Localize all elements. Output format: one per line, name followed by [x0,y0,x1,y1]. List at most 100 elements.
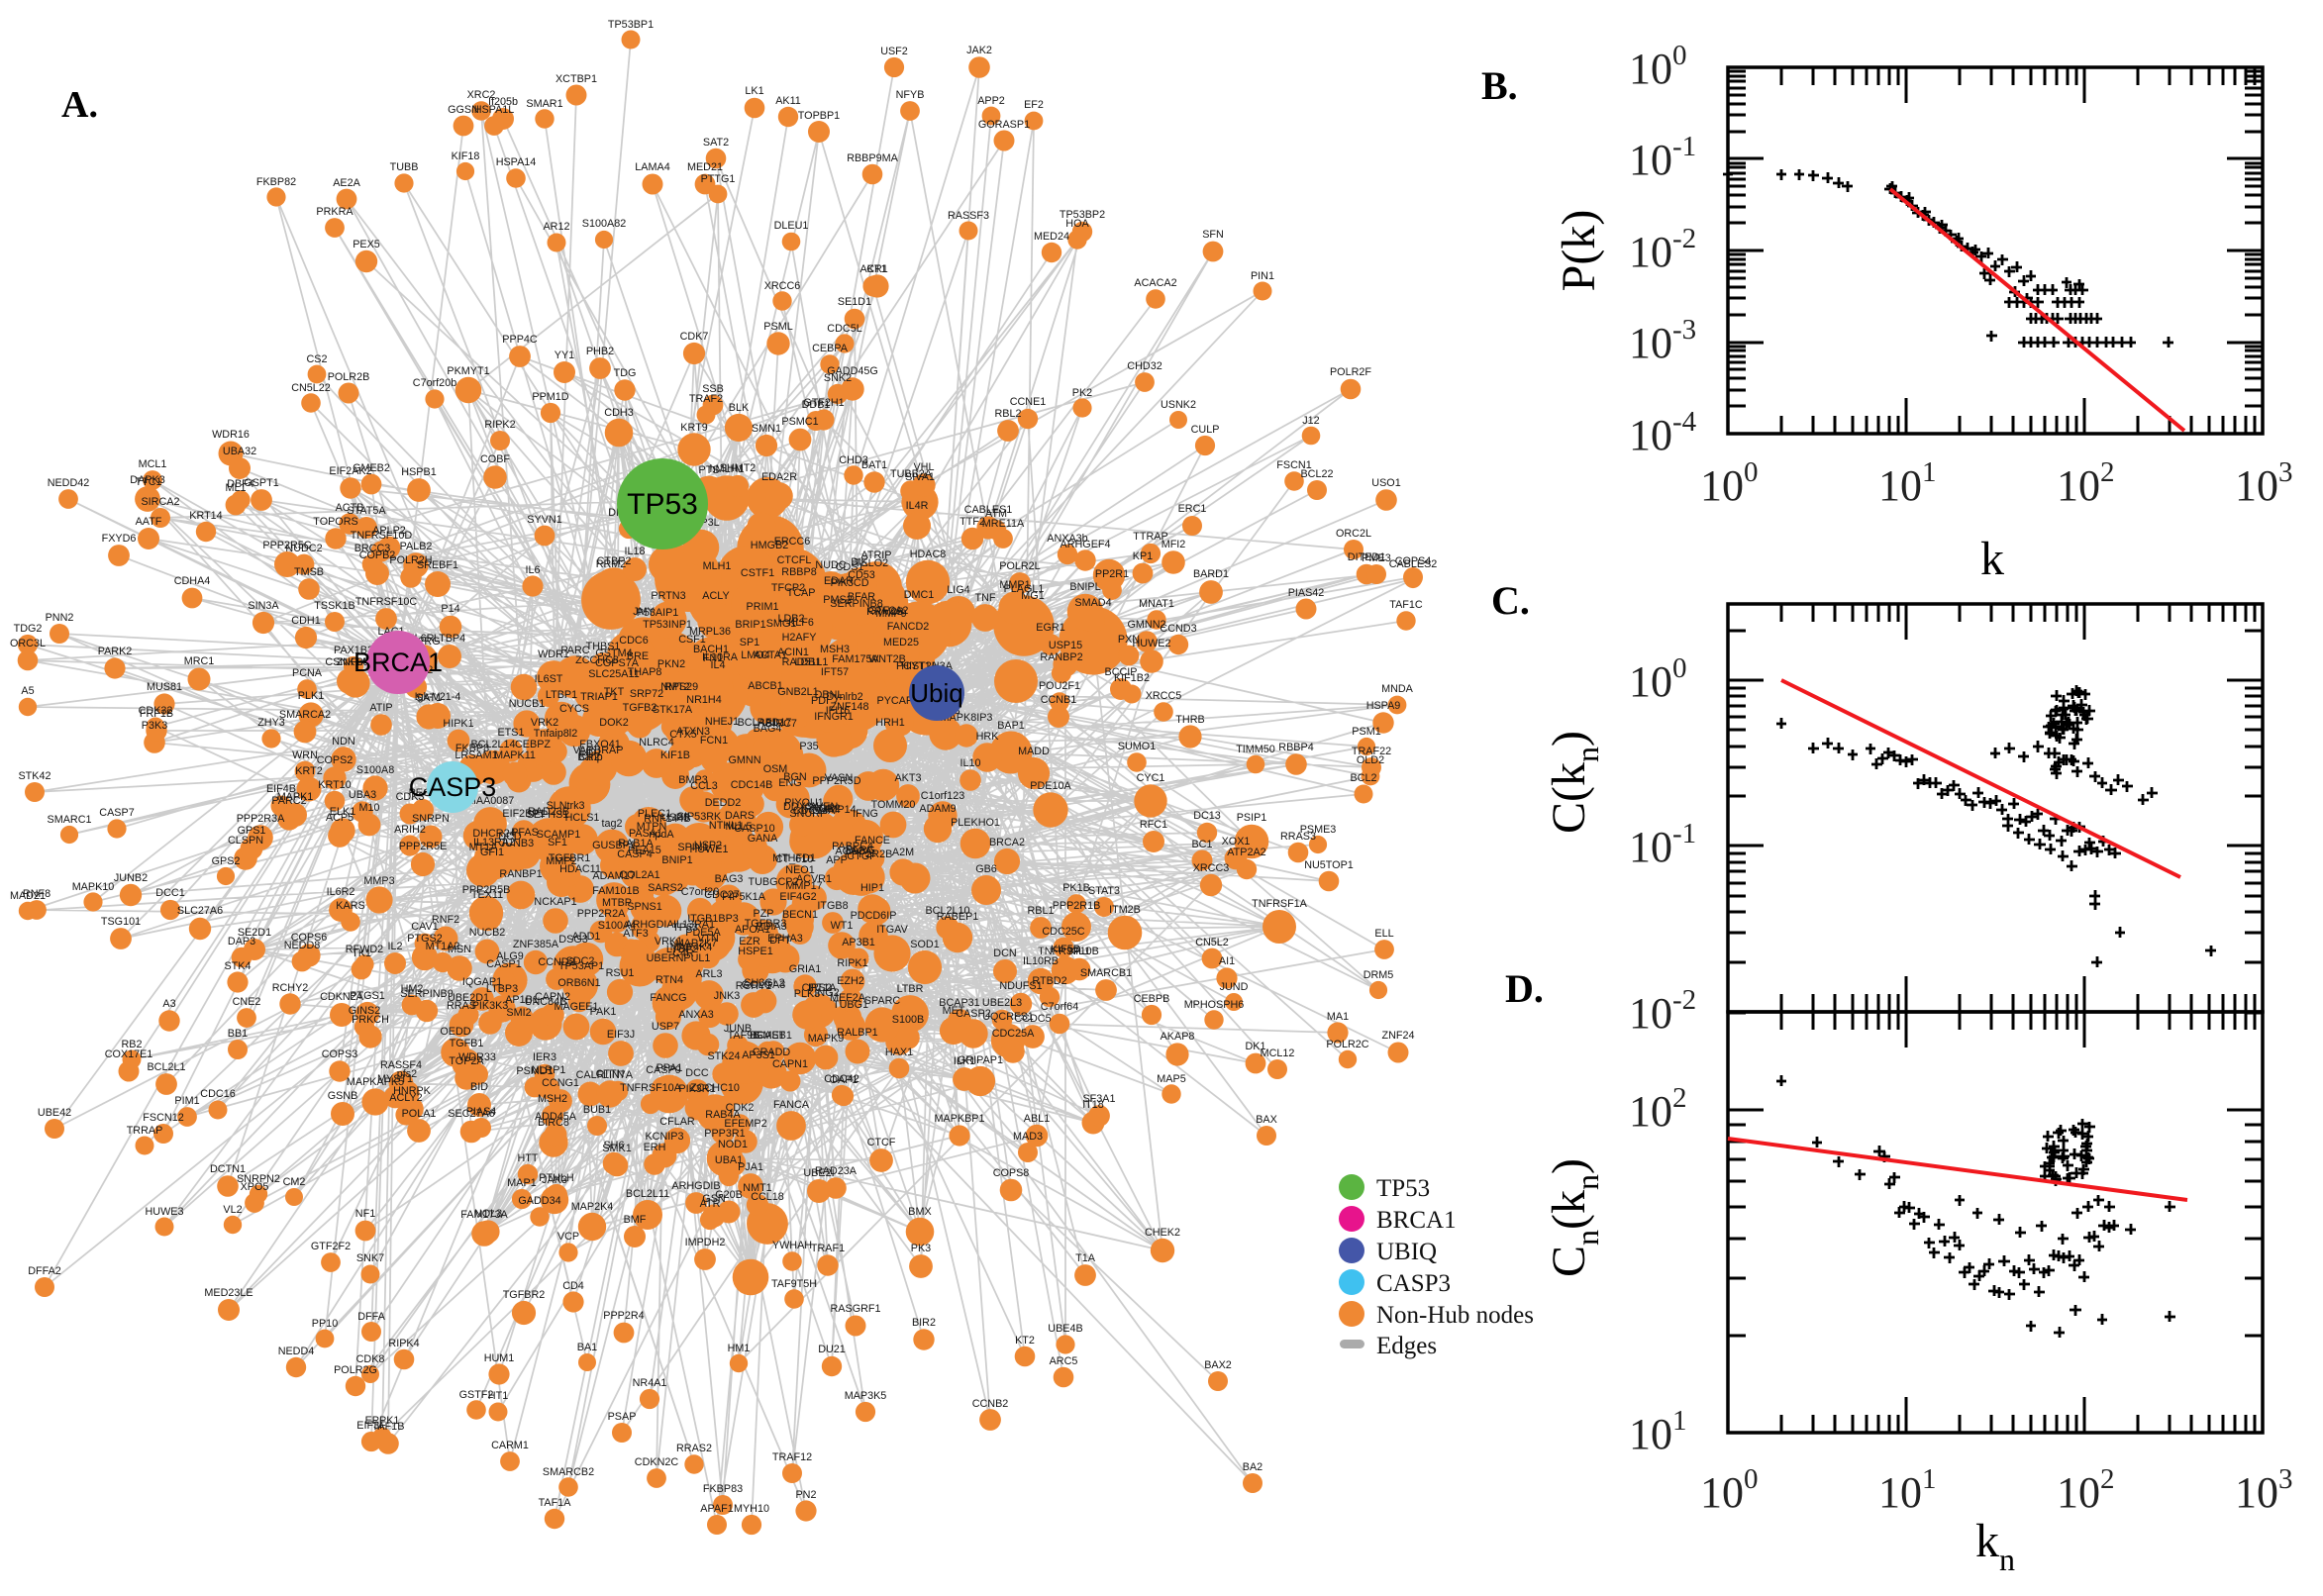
svg-text:DPT: DPT [769,935,791,947]
svg-text:LDB2: LDB2 [777,613,804,625]
svg-text:AK11: AK11 [775,95,801,107]
svg-text:ACTB: ACTB [336,502,364,514]
svg-text:ZCCHC8: ZCCHC8 [575,654,619,666]
svg-text:CD53: CD53 [848,569,875,581]
svg-text:PP10: PP10 [312,1318,338,1330]
svg-text:CN5L2: CN5L2 [1195,937,1229,948]
svg-text:GOLGA3: GOLGA3 [742,979,785,991]
svg-text:GADD45G: GADD45G [827,365,878,377]
svg-text:TUBGCP2: TUBGCP2 [749,876,799,888]
svg-text:TGFBR1: TGFBR1 [549,852,591,864]
svg-text:ACTA1: ACTA1 [754,649,787,661]
svg-text:RAD17: RAD17 [758,717,792,729]
svg-text:CD4: CD4 [562,1280,584,1292]
svg-text:ACP5: ACP5 [326,812,354,824]
svg-text:TKT: TKT [604,686,625,698]
svg-text:BAX: BAX [1256,1114,1277,1126]
svg-text:ITGAV: ITGAV [876,924,908,936]
svg-text:CASP7: CASP7 [99,807,134,819]
svg-text:BA2: BA2 [1243,1461,1262,1473]
svg-text:YY1: YY1 [555,349,574,361]
svg-text:VTN: VTN [697,933,719,945]
svg-text:XRCC6: XRCC6 [764,280,801,292]
svg-text:TRAF2: TRAF2 [689,393,723,405]
svg-text:ORC2L: ORC2L [1336,528,1371,540]
svg-text:WNT2B: WNT2B [868,653,906,665]
svg-text:TNFRSF10A: TNFRSF10A [620,1082,682,1094]
svg-text:ABL1: ABL1 [1024,1113,1050,1125]
svg-text:PDIA3: PDIA3 [756,921,786,933]
svg-text:RBBP8: RBBP8 [781,566,816,578]
svg-text:FRF1B: FRF1B [140,708,173,720]
svg-text:CEBPZ: CEBPZ [515,739,551,750]
svg-text:UBIQ: UBIQ [1376,1239,1437,1265]
svg-text:FN1: FN1 [703,652,723,664]
svg-text:SMI2: SMI2 [506,1007,531,1019]
svg-text:RALBP1: RALBP1 [837,1027,877,1039]
svg-text:RIPK2: RIPK2 [484,419,515,431]
svg-text:RBL1: RBL1 [1027,905,1054,917]
svg-text:GTF2H1: GTF2H1 [803,397,844,409]
svg-text:PSMD1: PSMD1 [516,1065,553,1077]
svg-text:CNE2: CNE2 [233,996,261,1008]
svg-text:ANXA3b: ANXA3b [1047,533,1087,545]
svg-text:FANCD2: FANCD2 [887,621,930,633]
svg-text:MYH10: MYH10 [734,1503,769,1515]
svg-text:ACIN1: ACIN1 [777,647,809,658]
svg-text:YWHAH: YWHAH [772,1240,812,1251]
svg-text:SIP53RK: SIP53RK [677,811,722,823]
svg-text:LK1: LK1 [745,85,763,97]
svg-text:S100A4: S100A4 [598,920,636,932]
svg-text:CTTN: CTTN [596,1068,625,1080]
svg-text:BAT1: BAT1 [861,459,887,471]
svg-text:PPP2R5E: PPP2R5E [399,841,448,852]
svg-text:LTBP3: LTBP3 [486,983,518,995]
svg-text:PLK3: PLK3 [794,988,820,1000]
svg-text:PLEKHO1: PLEKHO1 [951,817,1000,829]
svg-text:TUBG1: TUBG1 [833,999,868,1011]
svg-text:TP53: TP53 [1376,1175,1430,1202]
svg-text:ORC3L: ORC3L [10,638,46,649]
svg-text:100: 100 [1700,456,1759,510]
svg-text:GTF2F2: GTF2F2 [311,1241,351,1252]
svg-text:IL6ST: IL6ST [535,673,563,685]
svg-text:BMF: BMF [624,1214,647,1226]
svg-text:STAT3: STAT3 [1088,885,1120,897]
svg-text:JUNB2: JUNB2 [114,872,148,884]
svg-text:PAX1B3: PAX1B3 [334,645,373,656]
svg-text:HOA: HOA [1065,218,1089,230]
svg-text:MAD3: MAD3 [1013,1131,1043,1143]
svg-text:CABLES1: CABLES1 [964,504,1013,516]
svg-text:PXN: PXN [1118,634,1140,646]
svg-text:C7orf20: C7orf20 [681,886,719,898]
svg-text:BRE: BRE [627,650,649,662]
svg-text:CARM1: CARM1 [491,1440,529,1451]
svg-text:ANXA3: ANXA3 [678,1009,713,1021]
svg-text:PARK2: PARK2 [98,646,133,657]
svg-text:RFC1: RFC1 [1140,819,1167,831]
svg-text:PPP2R5D: PPP2R5D [812,775,860,787]
svg-text:GRIA1: GRIA1 [789,963,821,975]
svg-text:PHB2: PHB2 [586,346,614,357]
svg-text:MPHOSPH6: MPHOSPH6 [1184,999,1245,1011]
svg-text:HRH1: HRH1 [875,717,904,729]
svg-text:MTHFD1: MTHFD1 [772,852,816,864]
svg-text:PIAS4: PIAS4 [466,1106,497,1118]
svg-text:CN5L22: CN5L22 [291,382,331,394]
svg-text:SNRPN2: SNRPN2 [237,1173,280,1185]
svg-text:CABLES2: CABLES2 [1389,558,1438,570]
svg-text:PKMYT1: PKMYT1 [447,365,489,377]
svg-text:LDB1: LDB1 [794,656,821,668]
svg-text:HSPA9: HSPA9 [1366,700,1401,712]
svg-text:XRCC3: XRCC3 [1193,862,1230,874]
svg-text:NMT2: NMT2 [660,681,689,693]
svg-text:PIM1: PIM1 [174,1095,199,1107]
svg-text:UBA1: UBA1 [715,1154,743,1166]
svg-text:TP53INP1: TP53INP1 [643,619,692,631]
svg-text:PPP2R4: PPP2R4 [603,1310,644,1322]
svg-text:UBA3: UBA3 [349,789,376,801]
svg-text:Tnfaip8l2: Tnfaip8l2 [534,728,577,740]
svg-text:GPS1: GPS1 [238,825,266,837]
svg-text:RBBP9MA: RBBP9MA [847,152,898,164]
svg-text:FAM101B: FAM101B [592,885,639,897]
